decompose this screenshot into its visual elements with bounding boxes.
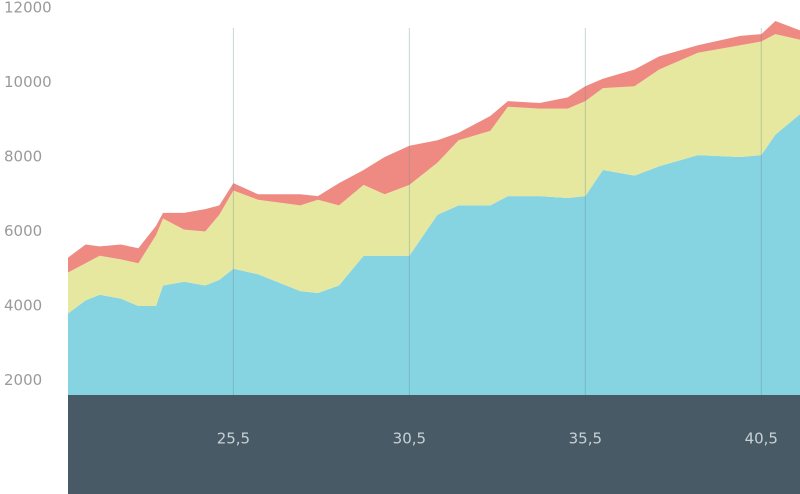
y-tick-label: 6000 <box>4 222 42 240</box>
y-tick-label: 2000 <box>4 371 42 389</box>
area <box>68 34 800 314</box>
axis-band <box>68 395 800 494</box>
x-tick-label: 40,5 <box>745 430 778 448</box>
area <box>68 21 800 273</box>
y-tick-label: 4000 <box>4 297 42 315</box>
x-tick-label: 35,5 <box>569 430 602 448</box>
y-tick-label: 8000 <box>4 148 42 166</box>
x-tick-label: 25,5 <box>217 430 250 448</box>
area <box>68 114 800 455</box>
x-tick-label: 30,5 <box>393 430 426 448</box>
y-tick-label: 12000 <box>4 0 52 17</box>
y-tick-label: 10000 <box>4 73 52 91</box>
